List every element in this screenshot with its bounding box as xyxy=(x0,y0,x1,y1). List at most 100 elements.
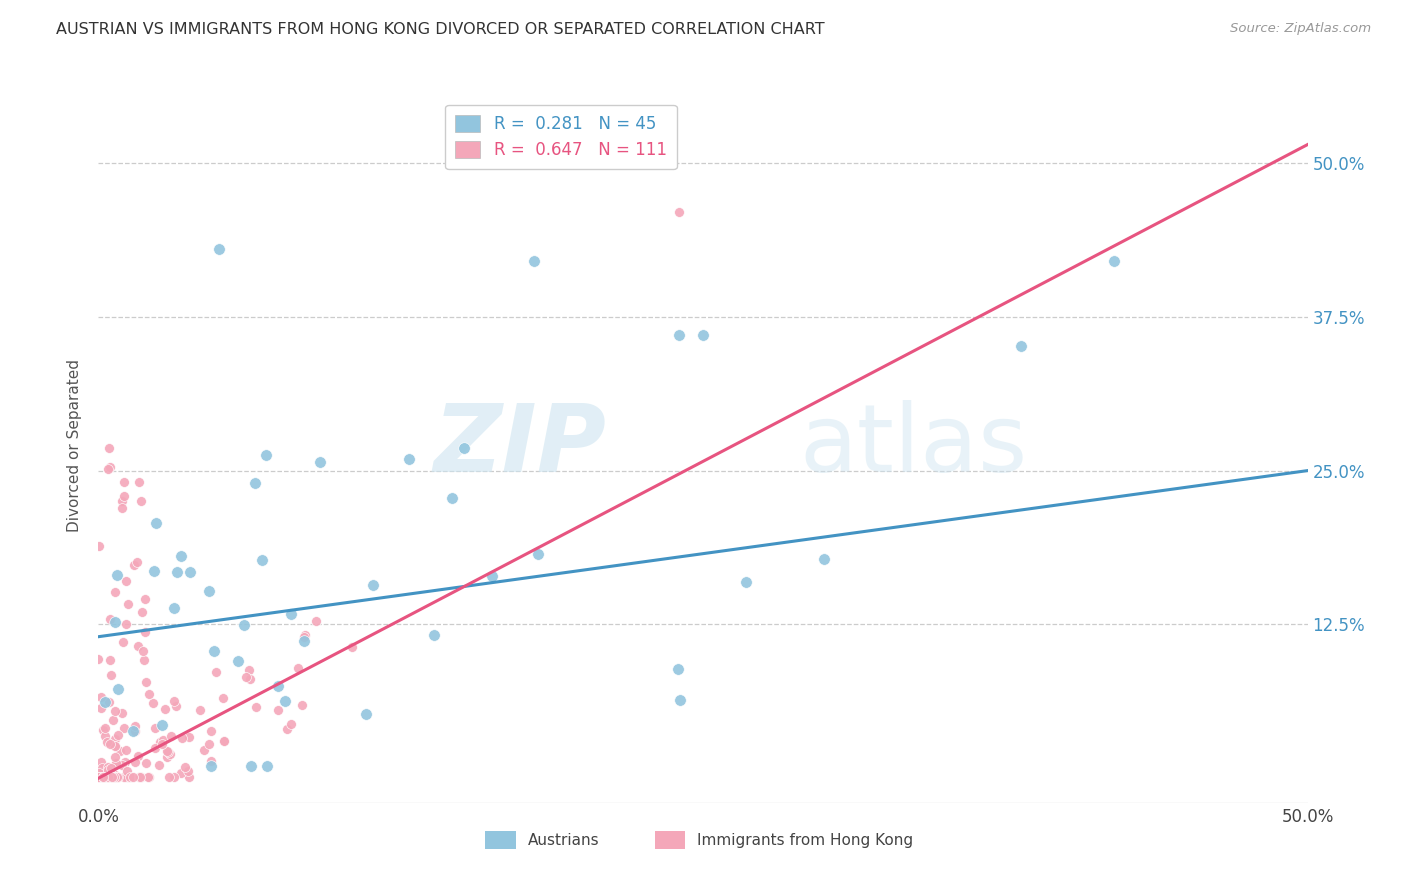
Point xyxy=(111,758,134,772)
Point xyxy=(112,721,135,735)
Point xyxy=(93,770,115,784)
Point xyxy=(172,731,194,746)
Point xyxy=(173,760,195,774)
Point xyxy=(235,669,257,683)
Point xyxy=(239,672,262,686)
Text: Immigrants from Hong Kong: Immigrants from Hong Kong xyxy=(697,833,912,848)
Point xyxy=(177,764,200,778)
Point xyxy=(423,628,446,642)
Point xyxy=(200,754,222,768)
Point xyxy=(276,722,298,736)
Point xyxy=(134,653,156,667)
Point xyxy=(118,770,141,784)
Point xyxy=(188,703,211,717)
Text: Source: ZipAtlas.com: Source: ZipAtlas.com xyxy=(1230,22,1371,36)
Point xyxy=(96,770,118,784)
Point xyxy=(169,549,191,563)
Text: ZIP: ZIP xyxy=(433,400,606,492)
Point xyxy=(157,770,180,784)
Legend: R =  0.281   N = 45, R =  0.647   N = 111: R = 0.281 N = 45, R = 0.647 N = 111 xyxy=(446,104,676,169)
Point xyxy=(104,770,127,784)
Point xyxy=(226,654,249,668)
Point xyxy=(112,475,135,489)
Point xyxy=(105,756,128,770)
Point xyxy=(105,756,128,771)
Point xyxy=(813,552,835,566)
Point xyxy=(98,612,121,626)
Point xyxy=(104,768,127,782)
Point xyxy=(114,617,136,632)
Point xyxy=(205,665,228,680)
Point xyxy=(96,735,118,749)
Point xyxy=(142,696,165,710)
Point xyxy=(91,770,114,784)
Point xyxy=(280,607,302,621)
Point xyxy=(91,770,114,784)
Point xyxy=(91,761,114,775)
Point xyxy=(103,770,125,784)
Point xyxy=(131,493,153,508)
Point xyxy=(129,770,152,784)
Point xyxy=(156,744,179,758)
Point xyxy=(200,724,222,739)
Point xyxy=(150,737,173,751)
Point xyxy=(668,328,690,343)
Point xyxy=(165,698,187,713)
Point xyxy=(100,761,122,775)
Point xyxy=(1102,254,1125,268)
Point xyxy=(143,721,166,735)
Text: AUSTRIAN VS IMMIGRANTS FROM HONG KONG DIVORCED OR SEPARATED CORRELATION CHART: AUSTRIAN VS IMMIGRANTS FROM HONG KONG DI… xyxy=(56,22,825,37)
Point xyxy=(170,765,193,780)
Point xyxy=(100,667,122,681)
FancyBboxPatch shape xyxy=(655,831,685,849)
Point xyxy=(90,701,112,715)
Point xyxy=(98,460,121,475)
Point xyxy=(97,695,120,709)
Point xyxy=(107,728,129,742)
Point xyxy=(87,766,110,780)
Point xyxy=(179,730,201,744)
Point xyxy=(135,674,157,689)
Point xyxy=(101,770,124,784)
Point xyxy=(87,770,110,784)
Text: atlas: atlas xyxy=(800,400,1028,492)
Point xyxy=(114,574,136,588)
Point xyxy=(198,737,221,751)
Point xyxy=(101,770,124,784)
Point xyxy=(103,770,125,784)
FancyBboxPatch shape xyxy=(485,831,516,849)
Point xyxy=(112,489,135,503)
Point xyxy=(124,724,146,739)
Point xyxy=(131,644,153,658)
Point xyxy=(523,254,546,268)
Point xyxy=(481,569,503,583)
Point xyxy=(94,721,117,735)
Point xyxy=(239,759,262,773)
Point xyxy=(122,724,145,739)
Point xyxy=(125,555,148,569)
Point xyxy=(232,618,254,632)
Y-axis label: Divorced or Separated: Divorced or Separated xyxy=(67,359,83,533)
Point xyxy=(152,733,174,747)
Point xyxy=(97,770,120,784)
Point xyxy=(202,643,225,657)
Point xyxy=(142,564,165,578)
Point xyxy=(103,750,125,764)
Point xyxy=(280,716,302,731)
Point xyxy=(291,698,314,713)
Point xyxy=(115,770,138,784)
Point xyxy=(111,500,134,515)
Point xyxy=(212,734,235,748)
Point xyxy=(668,662,690,676)
Point xyxy=(111,494,134,508)
Point xyxy=(127,749,149,764)
Point xyxy=(163,770,186,784)
Point xyxy=(122,558,145,572)
Point xyxy=(91,723,114,737)
Point xyxy=(97,760,120,774)
Point xyxy=(441,491,464,506)
Point xyxy=(267,703,290,717)
Point xyxy=(309,455,332,469)
Point xyxy=(159,729,181,743)
Point xyxy=(734,574,756,589)
